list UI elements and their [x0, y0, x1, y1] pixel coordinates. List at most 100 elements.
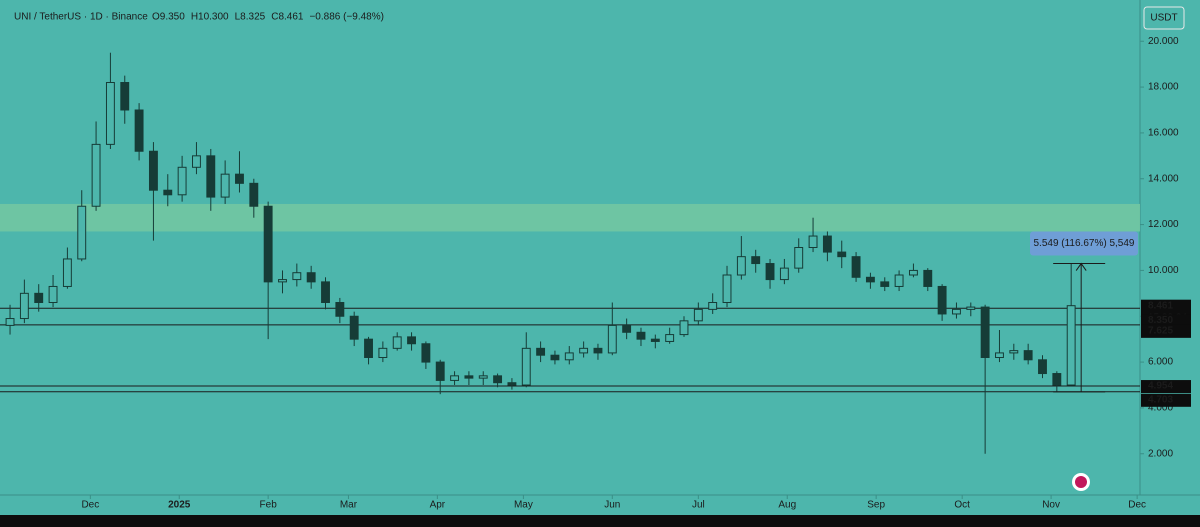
candle-body: [177, 166, 187, 196]
candle-body: [980, 306, 990, 359]
x-tick-label: Feb: [260, 500, 278, 511]
candle-body: [550, 354, 560, 361]
candle-body: [952, 308, 961, 315]
candle-body: [622, 324, 632, 333]
price-label: 8.350: [1148, 315, 1173, 326]
ohlc-value: O9.350: [152, 12, 185, 23]
candle-body: [19, 292, 29, 320]
candle-body: [5, 318, 15, 326]
y-tick-label: 18.000: [1148, 82, 1179, 93]
icon-inner: [1075, 476, 1087, 488]
currency: USDT: [1150, 13, 1177, 24]
candle-body: [507, 382, 517, 386]
candle-body: [392, 336, 402, 349]
y-tick-label: 2.000: [1148, 448, 1173, 459]
candle-body: [364, 338, 373, 358]
x-tick-label: May: [514, 500, 533, 511]
ohlc-value: H10.300: [191, 12, 229, 23]
price-label-box: [1141, 393, 1191, 407]
candle-body: [91, 143, 101, 207]
candle-body: [278, 279, 287, 283]
candle-body: [564, 352, 574, 361]
candle-body: [220, 173, 230, 198]
candle-body: [880, 281, 890, 287]
candle-body: [263, 205, 273, 283]
candle-body: [536, 347, 546, 356]
candle-body: [607, 324, 617, 354]
candle-body: [148, 150, 158, 191]
candle-body: [736, 256, 746, 276]
candle-body: [349, 315, 359, 340]
candle-body: [908, 269, 918, 276]
candle-body: [464, 375, 474, 379]
candle-body: [450, 375, 460, 381]
candle-body: [407, 336, 416, 345]
candle-body: [851, 256, 861, 278]
x-tick-label: Dec: [81, 500, 99, 511]
candle-body: [421, 343, 431, 363]
x-tick-label: Apr: [430, 500, 446, 511]
candle-body: [206, 155, 216, 198]
candle-body: [966, 306, 976, 310]
candle-body: [693, 308, 703, 322]
candle-body: [435, 361, 445, 381]
price-label-box: [1141, 380, 1191, 394]
candle-body: [335, 302, 345, 317]
candle-body: [48, 285, 58, 304]
currency-button[interactable]: [1143, 6, 1185, 30]
x-tick-label: Aug: [778, 500, 796, 511]
zone: [0, 203, 1140, 232]
price-label-box: [1141, 324, 1191, 338]
candle-body: [34, 292, 44, 304]
candle-body: [163, 189, 173, 196]
candle-body: [134, 109, 144, 152]
candle-body: [679, 320, 689, 336]
y-tick-label: 20.000: [1148, 36, 1179, 47]
arrow-head: [1075, 262, 1087, 271]
measure-label: 5.549 (116.67%) 5,549: [1033, 238, 1134, 249]
candle-body: [321, 281, 330, 303]
x-tick-label: Nov: [1042, 500, 1060, 511]
price-label: 4.703: [1148, 394, 1173, 405]
candle-body: [722, 274, 732, 303]
ohlc-value: −0.886 (−9.48%): [309, 12, 384, 23]
candle-body: [765, 263, 775, 281]
candle-body: [636, 331, 646, 340]
candle-body: [995, 352, 1004, 358]
symbol: UNI / TetherUS · 1D · Binance: [14, 12, 148, 23]
candle-body: [192, 155, 201, 168]
candle-body: [1052, 373, 1062, 386]
price-label: 4.954: [1148, 381, 1173, 392]
candle-body: [650, 338, 660, 342]
price-label: 7.625: [1148, 325, 1173, 336]
candle-body: [593, 347, 603, 354]
candle-body: [105, 82, 115, 145]
y-tick-label: 4.000: [1148, 403, 1173, 414]
candle-body: [1066, 305, 1076, 386]
measure-box: [1030, 231, 1138, 256]
candle-body: [478, 375, 488, 379]
candle-body: [1023, 350, 1033, 361]
candle-body: [708, 302, 718, 310]
y-tick-label: 14.000: [1148, 173, 1179, 184]
price-label-box: [1141, 314, 1191, 328]
candle-body: [937, 285, 947, 315]
price-label: 8.461: [1148, 300, 1173, 311]
candle-body: [521, 347, 531, 386]
candle-body: [1009, 350, 1019, 354]
candle-body: [665, 334, 675, 342]
candle-body: [808, 235, 818, 249]
candle-body: [378, 347, 388, 359]
x-tick-label: 2025: [168, 500, 191, 511]
candle-body: [77, 205, 87, 260]
candle-body: [794, 247, 804, 269]
candle-body: [62, 258, 72, 287]
candle-body: [1038, 359, 1047, 375]
y-tick-label: 10.000: [1148, 265, 1179, 276]
candle-body: [249, 182, 259, 207]
candle-body: [923, 269, 933, 287]
ohlc-value: L8.325: [235, 12, 266, 23]
candle-body: [306, 272, 316, 283]
candle-body: [822, 235, 832, 253]
